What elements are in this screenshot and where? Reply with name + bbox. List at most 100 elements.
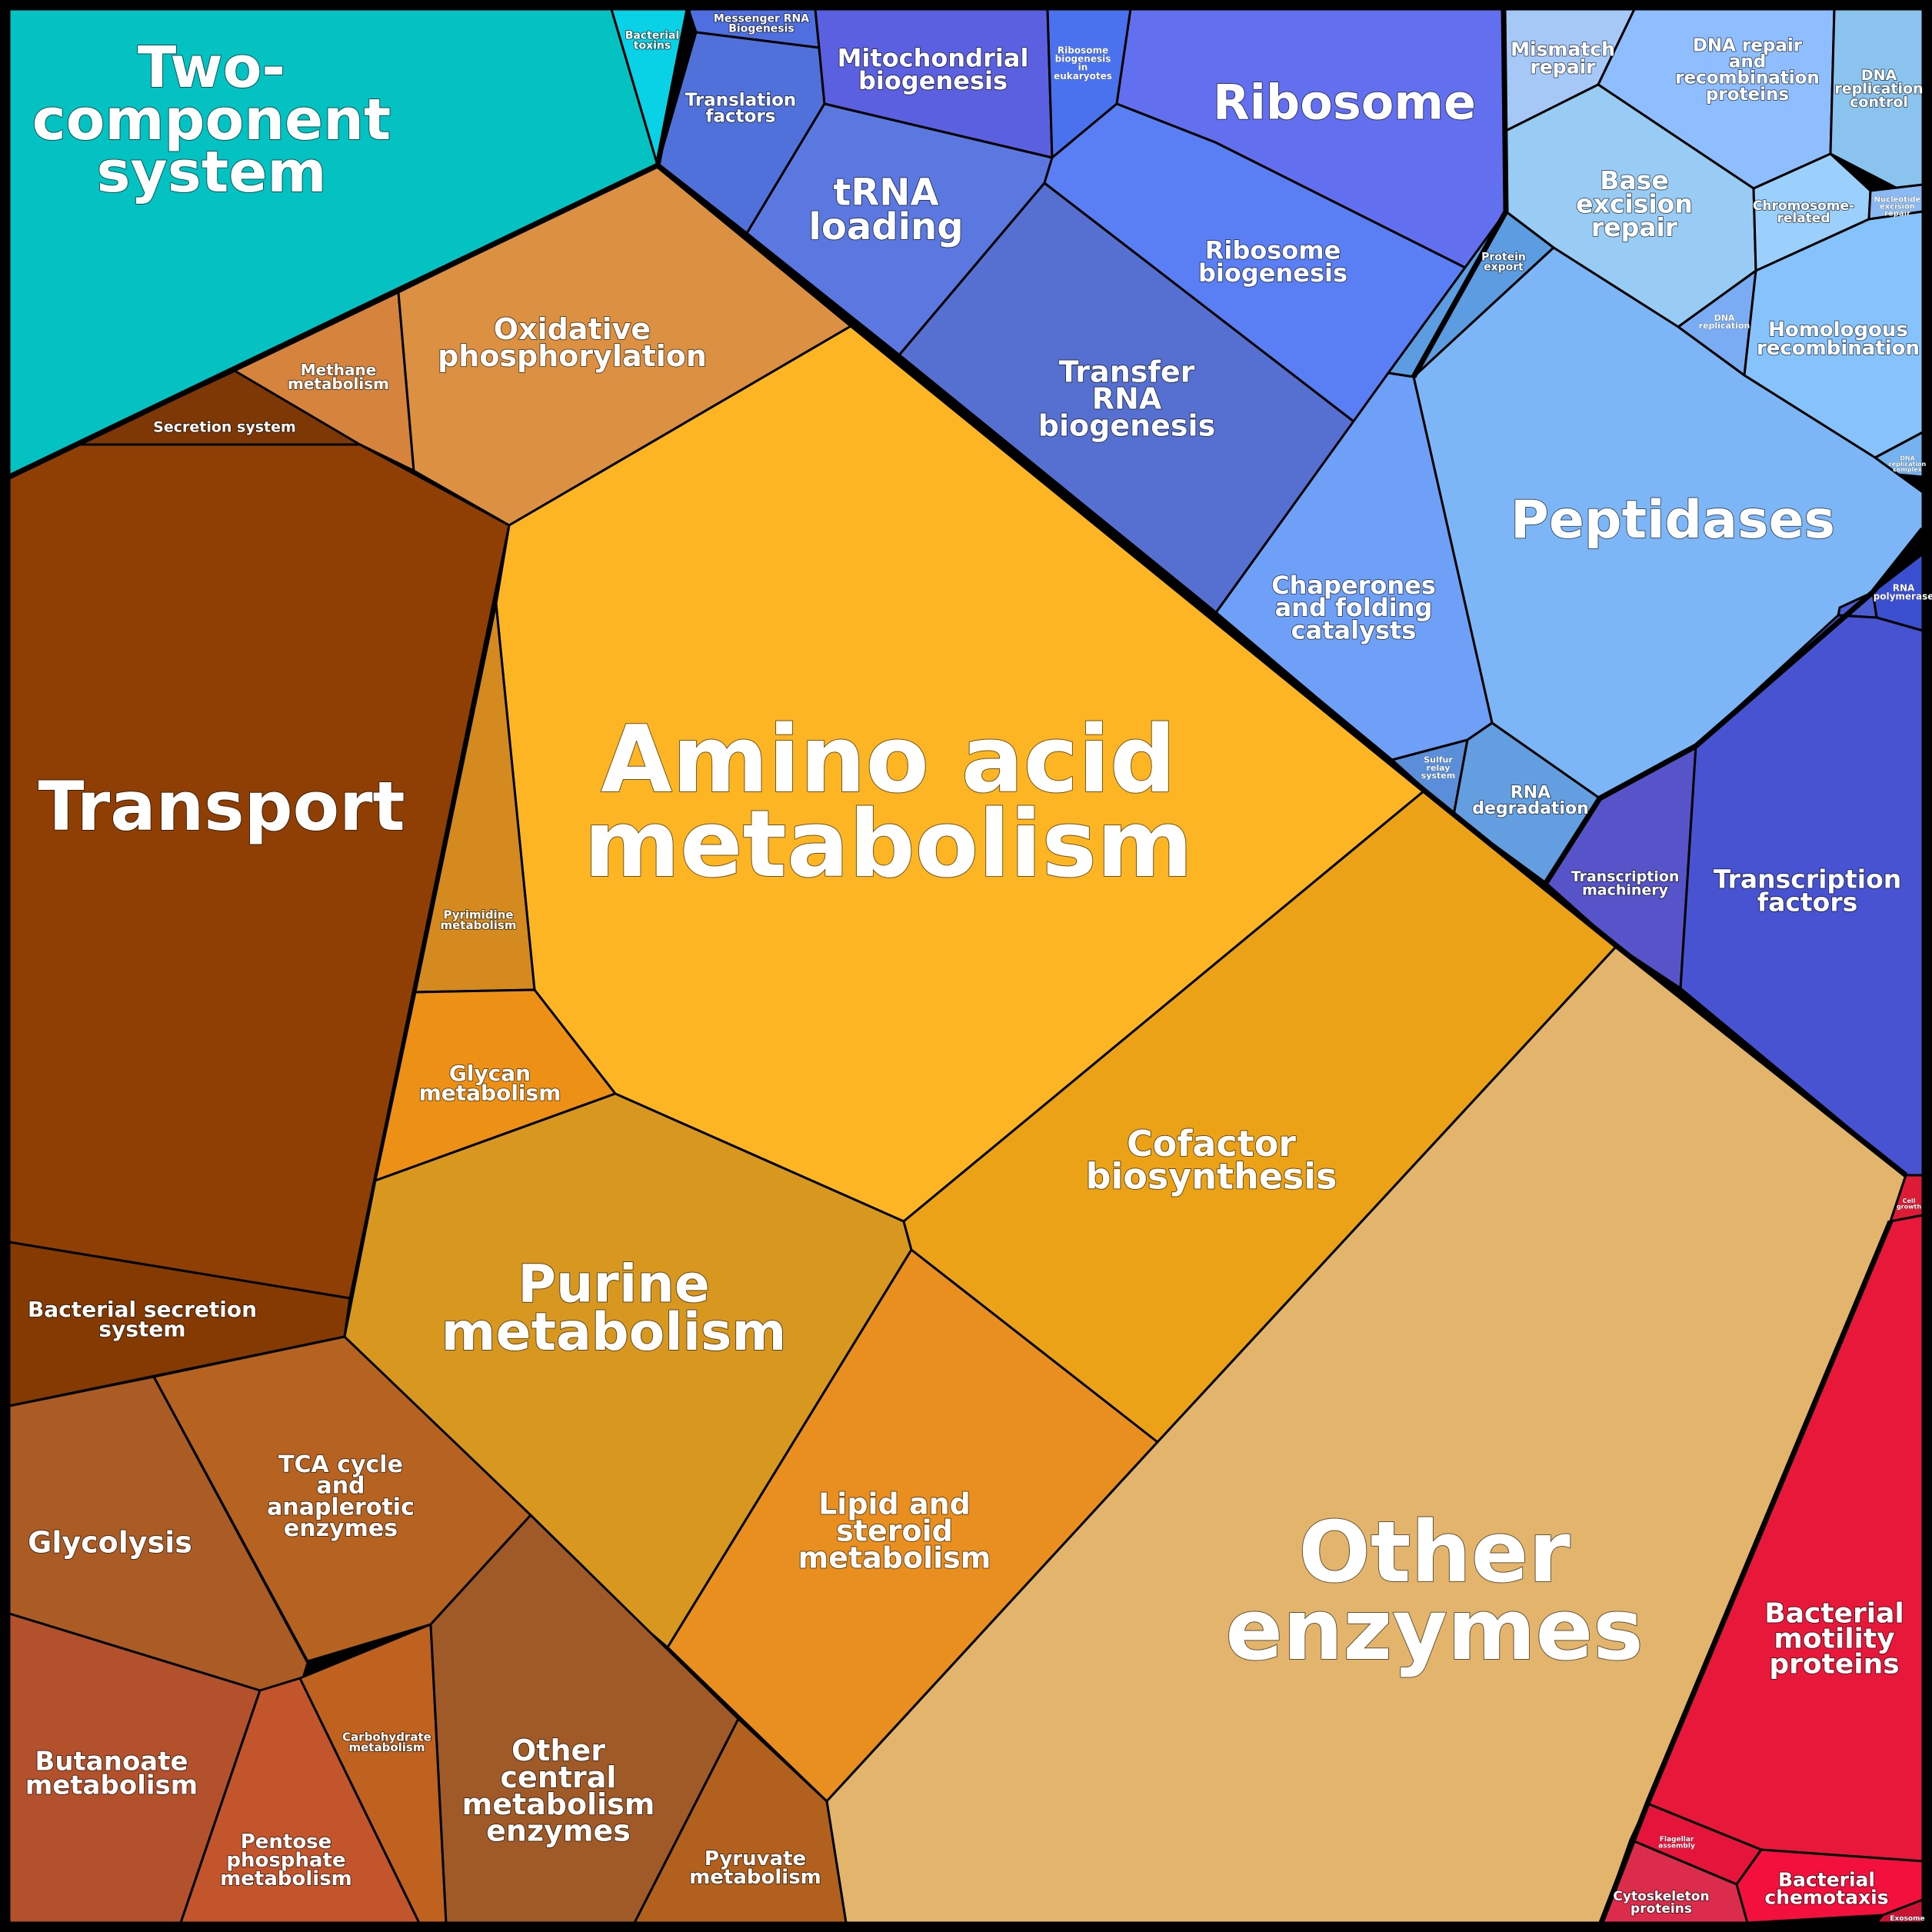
- label-line: metabolism: [349, 1740, 425, 1754]
- label-two-component-system: Two-component system: [32, 35, 391, 205]
- label-line: proteins: [1706, 85, 1789, 105]
- label-line: Bacterial: [1778, 1868, 1875, 1890]
- label-line: anaplerotic: [267, 1494, 415, 1521]
- label-line: motility: [1774, 1624, 1894, 1655]
- label-line: DNA: [1714, 313, 1735, 323]
- label-glycan-metabolism: Glycan metabolism: [419, 1061, 561, 1106]
- label-line: Transcription: [1571, 868, 1680, 885]
- label-line: Bacterial: [625, 30, 680, 42]
- label-line: Translation: [685, 91, 797, 111]
- label-line: enzymes: [1225, 1581, 1643, 1679]
- label-line: relay: [1427, 763, 1451, 773]
- label-tca-cycle: TCA cycle and anaplerotic enzymes: [267, 1451, 415, 1542]
- label-line: loading: [808, 205, 963, 248]
- label-ribosome-biogenesis: Ribosome biogenesis: [1198, 236, 1347, 288]
- label-line: Purine: [518, 1254, 710, 1315]
- label-line: Secretion system: [153, 419, 296, 436]
- label-methane-metabolism: Methane metabolism: [288, 361, 389, 393]
- label-ribosome: Ribosome: [1213, 75, 1476, 131]
- label-rna-polymerase: RNA polymerase: [1874, 583, 1932, 602]
- label-line: Transfer: [1059, 355, 1195, 388]
- group-border: [1598, 1220, 1894, 1924]
- label-line: factors: [706, 107, 776, 127]
- label-dna-replication-control: DNA replication control: [1834, 67, 1923, 111]
- label-dna-replication: DNA replication: [1699, 313, 1750, 331]
- label-line: Ribosome: [1213, 75, 1476, 131]
- label-line: proteins: [1631, 1901, 1692, 1917]
- label-line: excision: [1576, 189, 1693, 219]
- label-line: phosphorylation: [438, 339, 707, 373]
- label-line: degradation: [1472, 799, 1589, 818]
- label-line: repair: [1531, 55, 1597, 78]
- label-ribosome-biogenesis-eukaryotes: Ribosome biogenesis in eukaryotes: [1054, 45, 1112, 82]
- label-line: export: [1484, 261, 1524, 273]
- label-line: Flagellar: [1660, 1836, 1694, 1844]
- label-line: replication: [1889, 461, 1927, 468]
- label-line: Amino acid: [601, 707, 1176, 814]
- label-line: metabolism: [584, 791, 1193, 898]
- label-line: Glycan: [449, 1061, 531, 1086]
- label-line: growth: [1897, 1204, 1921, 1211]
- label-line: biogenesis: [1055, 54, 1111, 65]
- label-line: tRNA: [833, 172, 938, 215]
- label-line: and: [1729, 52, 1766, 72]
- label-pyrimidine-metabolism: Pyrimidine metabolism: [441, 908, 517, 932]
- label-line: toxins: [634, 39, 671, 52]
- label-peptidases: Peptidases: [1511, 490, 1835, 551]
- label-line: replication: [1834, 81, 1923, 98]
- label-homologous-recombination: Homologous recombination: [1757, 318, 1920, 360]
- label-line: complex: [1893, 466, 1922, 473]
- label-line: Peptidases: [1511, 490, 1835, 551]
- group-border: [1411, 8, 1509, 378]
- label-line: enzymes: [486, 1814, 631, 1848]
- label-line: DNA: [1900, 455, 1915, 461]
- label-amino-acid-metabolism: Amino acid metabolism: [584, 707, 1193, 898]
- label-trna-loading: tRNA loading: [808, 172, 963, 248]
- label-line: catalysts: [1291, 616, 1417, 645]
- label-transfer-rna-biogenesis: Transfer RNA biogenesis: [1038, 355, 1215, 442]
- label-line: DNA: [1861, 67, 1897, 84]
- label-bacterial-secretion-system: Bacterial secretion system: [28, 1297, 257, 1342]
- label-line: RNA: [1511, 784, 1551, 803]
- label-line: repair: [1884, 210, 1910, 218]
- label-line: Two-: [138, 35, 285, 101]
- label-line: biogenesis: [858, 66, 1008, 95]
- label-glycolysis: Glycolysis: [28, 1525, 192, 1559]
- label-line: Pyruvate: [705, 1847, 806, 1870]
- label-line: metabolism: [798, 1541, 991, 1574]
- label-cytoskeleton-proteins: Cytoskeleton proteins: [1613, 1889, 1709, 1917]
- label-mismatch-repair: Mismatch repair: [1511, 38, 1615, 78]
- label-line: metabolism: [441, 918, 517, 932]
- label-line: control: [1850, 94, 1908, 111]
- label-line: Mismatch: [1511, 38, 1615, 60]
- label-line: biogenesis: [1198, 258, 1347, 288]
- label-messenger-rna-biogenesis: Messenger RNA Biogenesis: [714, 13, 809, 35]
- label-line: system: [98, 1317, 185, 1342]
- label-transport: Transport: [38, 767, 405, 846]
- label-protein-export: Protein export: [1481, 251, 1526, 274]
- label-line: metabolism: [462, 1787, 655, 1821]
- label-bacterial-toxins: Bacterial toxins: [625, 30, 680, 52]
- label-line: central: [501, 1760, 617, 1794]
- label-line: Chromosome-: [1753, 198, 1854, 214]
- label-line: Exosome: [1890, 1915, 1924, 1923]
- label-line: recombination: [1757, 337, 1920, 360]
- label-line: Transport: [38, 767, 405, 846]
- label-line: Biogenesis: [728, 22, 794, 35]
- label-line: Mitochondrial: [838, 44, 1029, 73]
- label-line: RNA: [1092, 381, 1162, 415]
- label-line: Nucleotide: [1874, 195, 1921, 204]
- label-line: system: [1421, 771, 1455, 781]
- label-line: Ribosome: [1058, 45, 1108, 56]
- label-line: Bacterial secretion: [28, 1297, 257, 1322]
- label-nucleotide-excision-repair: Nucleotide excision repair: [1874, 195, 1921, 218]
- group-border: [655, 163, 1427, 793]
- label-line: factors: [1757, 888, 1858, 918]
- label-line: Bacterial: [1764, 1598, 1904, 1630]
- label-line: metabolism: [689, 1866, 821, 1889]
- label-line: recombination: [1675, 68, 1820, 88]
- label-line: Butanoate: [35, 1746, 188, 1777]
- label-butanoate-metabolism: Butanoate metabolism: [25, 1746, 198, 1800]
- label-line: related: [1777, 211, 1830, 226]
- label-line: Glycolysis: [28, 1525, 192, 1559]
